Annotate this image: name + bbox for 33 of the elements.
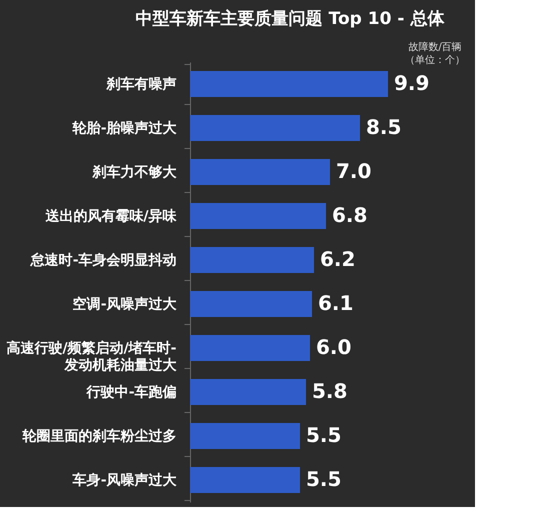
y-tick-label: 车身-风噪声过大 bbox=[72, 472, 178, 488]
bar bbox=[190, 423, 300, 449]
y-tick-label: 高速行驶/频繁启动/堵车时- 发动机耗油量过大 bbox=[6, 340, 178, 374]
data-label: 8.5 bbox=[366, 115, 402, 139]
bar bbox=[190, 159, 330, 185]
bar bbox=[190, 203, 326, 229]
y-tick-label: 怠速时-车身会明显抖动 bbox=[30, 252, 176, 268]
data-label: 5.8 bbox=[312, 379, 348, 403]
text: 故障数/百辆 bbox=[408, 41, 462, 53]
bar bbox=[190, 379, 306, 405]
bar bbox=[190, 467, 300, 493]
bar bbox=[190, 247, 314, 273]
data-label: 6.8 bbox=[332, 203, 368, 227]
chart-title: 中型车新车主要质量问题 Top 10 - 总体 bbox=[136, 9, 446, 29]
data-label: 6.1 bbox=[318, 291, 354, 315]
y-tick-label: 轮圈里面的刹车粉尘过多 bbox=[22, 428, 176, 444]
y-tick-label: 送出的风有霉味/异味 bbox=[44, 208, 178, 224]
data-label: 5.5 bbox=[306, 467, 342, 491]
y-tick-label: 刹车有噪声 bbox=[106, 76, 176, 92]
bar bbox=[190, 335, 310, 361]
y-tick-label: 空调-风噪声过大 bbox=[72, 296, 178, 312]
data-label: 7.0 bbox=[336, 159, 372, 183]
data-label: 6.0 bbox=[316, 335, 352, 359]
data-label: 5.5 bbox=[306, 423, 342, 447]
data-label: 9.9 bbox=[394, 71, 430, 95]
data-label: 6.2 bbox=[320, 247, 356, 271]
bar bbox=[190, 291, 312, 317]
bar bbox=[190, 115, 360, 141]
y-tick-label: 轮胎-胎噪声过大 bbox=[72, 120, 178, 136]
y-tick-label: 刹车力不够大 bbox=[92, 164, 178, 180]
text: （单位：个） bbox=[405, 54, 465, 66]
bar bbox=[190, 71, 388, 97]
y-tick-label: 行驶中-车跑偏 bbox=[86, 384, 176, 400]
